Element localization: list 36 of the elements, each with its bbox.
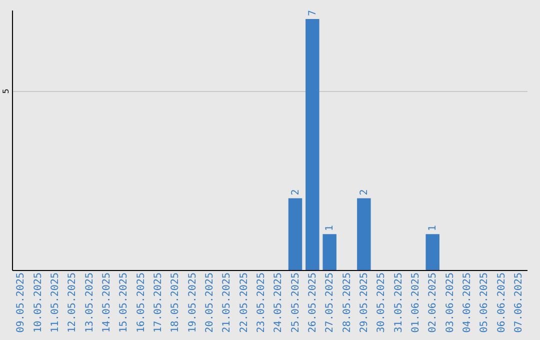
x-tick-label: 28.05.2025 — [342, 272, 353, 333]
x-tick-label: 21.05.2025 — [222, 272, 233, 333]
x-tick-label: 31.05.2025 — [393, 272, 404, 333]
x-tick-label: 03.06.2025 — [444, 272, 456, 333]
x-tick-label: 14.05.2025 — [101, 272, 112, 333]
y-tick-label: 5 — [2, 88, 10, 94]
x-tick-label: 13.05.2025 — [84, 272, 96, 333]
x-tick-label: 15.05.2025 — [118, 272, 130, 333]
x-tick-label: 06.06.2025 — [496, 272, 508, 333]
data-label: 1 — [428, 225, 439, 232]
x-tick-label: 18.05.2025 — [170, 272, 182, 333]
x-tick-label: 16.05.2025 — [136, 272, 147, 333]
x-tick-label: 26.05.2025 — [307, 272, 318, 333]
x-tick-label: 04.06.2025 — [462, 272, 473, 333]
x-tick-label: 17.05.2025 — [152, 272, 164, 333]
data-label: 7 — [307, 10, 318, 16]
x-tick-label: 11.05.2025 — [50, 272, 61, 333]
x-tick-label: 02.06.2025 — [428, 272, 439, 333]
data-label: 2 — [290, 189, 302, 196]
data-label: 2 — [358, 189, 370, 196]
x-tick-label: 29.05.2025 — [358, 272, 370, 333]
x-tick-label: 12.05.2025 — [67, 272, 78, 333]
x-tick-label: 25.05.2025 — [290, 272, 302, 333]
x-tick-label: 19.05.2025 — [187, 272, 198, 333]
x-tick-label: 05.06.2025 — [479, 272, 490, 333]
x-tick-label: 30.05.2025 — [376, 272, 388, 333]
x-tick-label: 23.05.2025 — [256, 272, 267, 333]
x-tick-label: 07.06.2025 — [513, 272, 524, 333]
x-tick-label: 09.05.2025 — [16, 272, 27, 333]
x-tick-label: 20.05.2025 — [204, 272, 216, 333]
x-tick-label: 01.06.2025 — [410, 272, 422, 333]
x-tick-label: 10.05.2025 — [32, 272, 44, 333]
x-tick-label: 22.05.2025 — [238, 272, 250, 333]
x-tick-label: 24.05.2025 — [273, 272, 284, 333]
x-tick-label: 27.05.2025 — [324, 272, 336, 333]
data-label: 1 — [324, 225, 336, 232]
